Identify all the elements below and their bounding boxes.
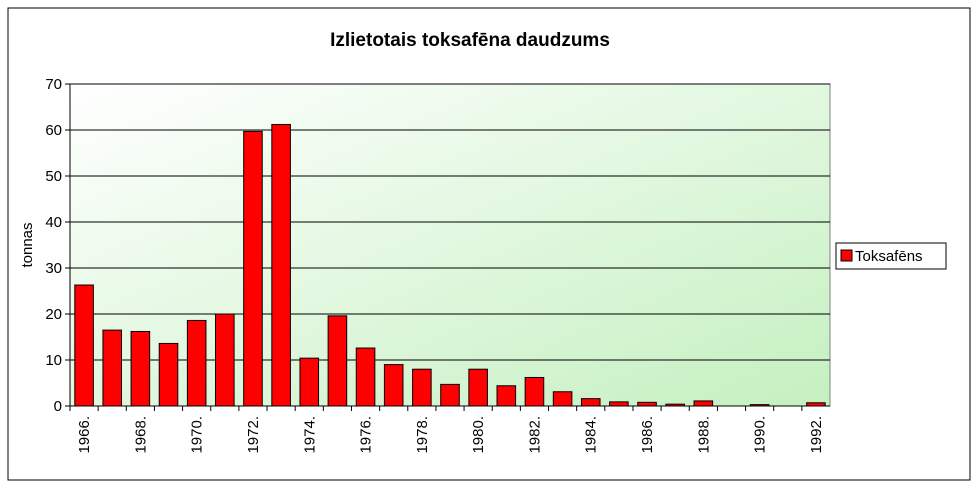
legend-label: Toksafēns: [855, 248, 923, 265]
bar: [637, 401, 657, 407]
x-tick-label: 1976.: [358, 416, 375, 454]
bar: [749, 404, 770, 407]
bar: [665, 403, 685, 407]
y-tick-label: 40: [45, 214, 62, 231]
bar: [74, 284, 94, 407]
y-tick-label: 0: [54, 398, 62, 415]
y-axis-label: tonnas: [19, 222, 36, 267]
bar: [158, 342, 179, 407]
legend-swatch: [840, 249, 853, 262]
x-tick-label: 1972.: [245, 416, 262, 454]
legend: [835, 242, 947, 270]
bar: [383, 364, 404, 407]
y-tick-label: 50: [45, 168, 62, 185]
x-tick-label: 1968.: [132, 416, 149, 454]
bar: [552, 391, 573, 407]
bar: [243, 130, 263, 407]
bar: [327, 315, 348, 407]
x-tick-label: 1978.: [414, 416, 431, 454]
bar: [609, 401, 629, 407]
bar: [186, 319, 207, 407]
bar: [580, 398, 601, 407]
x-tick-label: 1988.: [695, 416, 712, 454]
y-tick-label: 60: [45, 122, 62, 139]
bar: [412, 368, 432, 407]
x-tick-label: 1984.: [583, 416, 600, 454]
y-tick-label: 70: [45, 76, 62, 93]
y-tick-label: 10: [45, 352, 62, 369]
plot-area: [69, 83, 831, 407]
chart-title: Izlietotais toksafēna daudzums: [330, 30, 610, 51]
bar: [102, 329, 123, 407]
x-tick-label: 1982.: [526, 416, 543, 454]
x-tick-label: 1966.: [76, 416, 93, 454]
y-tick-label: 20: [45, 306, 62, 323]
bar: [524, 376, 545, 407]
bar: [440, 383, 460, 407]
bar: [355, 347, 376, 407]
x-tick-label: 1992.: [808, 416, 825, 454]
x-tick-label: 1980.: [470, 416, 487, 454]
bar: [496, 385, 517, 407]
x-tick-label: 1986.: [639, 416, 656, 454]
bar: [271, 123, 291, 407]
x-tick-label: 1990.: [752, 416, 769, 454]
bar: [299, 357, 320, 407]
bar: [468, 368, 488, 407]
bar: [215, 313, 235, 407]
bar: [130, 330, 151, 407]
bar: [693, 400, 714, 407]
x-tick-label: 1974.: [301, 416, 318, 454]
bar: [806, 402, 826, 407]
y-tick-label: 30: [45, 260, 62, 277]
x-tick-label: 1970.: [189, 416, 206, 454]
